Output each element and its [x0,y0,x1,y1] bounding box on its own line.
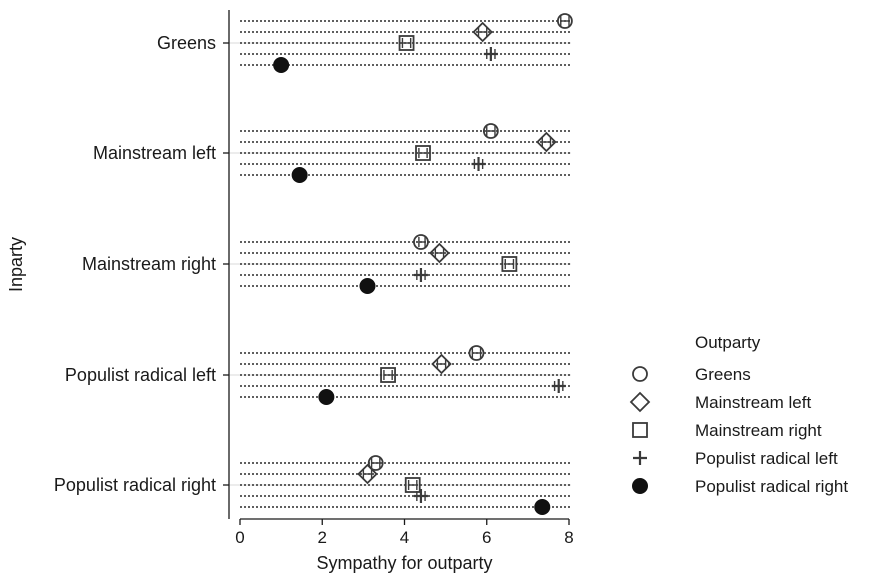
x-tick-label: 6 [482,528,491,547]
data-point [273,57,290,73]
y-category-label: Populist radical right [54,475,216,495]
legend: Outparty Greens Mainstream left Mainstream … [629,333,848,496]
legend-entry-label: Greens [695,365,751,384]
data-point [483,47,498,61]
data-point [429,242,450,264]
data-point [357,463,378,485]
y-category-label: Mainstream right [82,254,216,274]
x-tick-label: 8 [564,528,573,547]
data-point [472,21,493,43]
axes-layer: 0 2 4 6 8 Greens Mainstream left Mainstream rig… [6,10,574,573]
legend-entry-label: Mainstream right [695,421,822,440]
y-category-label: Populist radical left [65,365,216,385]
data-point [501,256,518,272]
data-point [415,145,431,161]
grid-layer [229,20,571,508]
y-category-label: Mainstream left [93,143,216,163]
data-point [556,13,573,29]
legend-entry-label: Mainstream left [695,393,811,412]
legend-title: Outparty [695,333,761,352]
data-point [431,353,452,375]
data-point [551,379,566,393]
data-point [471,157,486,171]
data-point [380,367,396,383]
legend-entry-label: Populist radical left [695,449,838,468]
data-point [359,278,376,294]
data-point [413,268,428,282]
x-tick-label: 0 [235,528,244,547]
y-axis-title: Inparty [6,237,26,292]
data-point [536,131,557,153]
data-point [404,477,421,493]
marks-layer [273,13,573,515]
data-point [534,499,551,515]
legend-marker [632,478,648,494]
data-point [482,123,499,139]
data-point [413,489,428,503]
data-point [367,455,384,471]
x-tick-label: 4 [400,528,409,547]
x-axis-title: Sympathy for outparty [316,553,492,573]
x-tick-label: 2 [318,528,327,547]
data-point [318,389,335,405]
data-point [291,167,308,183]
data-point [413,234,429,250]
legend-marker [629,391,651,413]
data-point [398,35,415,51]
legend-marker [633,451,647,465]
legend-marker [632,422,648,438]
data-point [468,345,485,361]
legend-entry-label: Populist radical right [695,477,848,496]
y-category-label: Greens [157,33,216,53]
legend-marker [632,366,648,382]
